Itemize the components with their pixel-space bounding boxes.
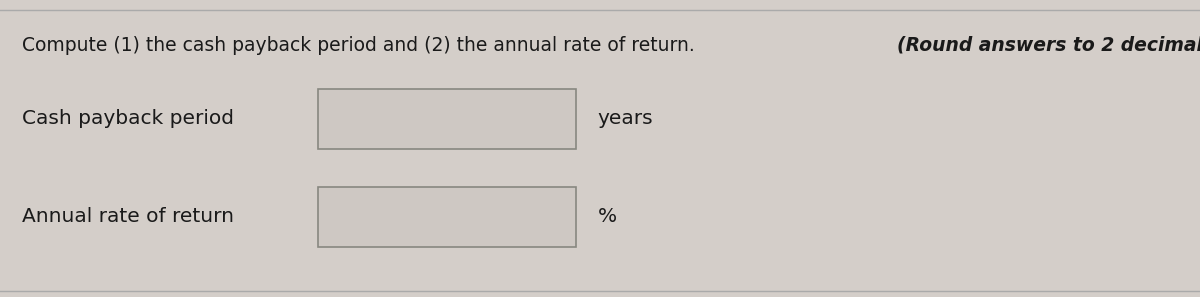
FancyBboxPatch shape [318,187,576,247]
Text: years: years [598,109,653,128]
FancyBboxPatch shape [318,89,576,148]
Text: Compute (1) the cash payback period and (2) the annual rate of return.: Compute (1) the cash payback period and … [22,36,701,55]
Text: %: % [598,207,617,226]
Text: (Round answers to 2 decimal places, e.g. 10.50.): (Round answers to 2 decimal places, e.g.… [898,36,1200,55]
Text: Cash payback period: Cash payback period [22,109,234,128]
Text: Annual rate of return: Annual rate of return [22,207,234,226]
